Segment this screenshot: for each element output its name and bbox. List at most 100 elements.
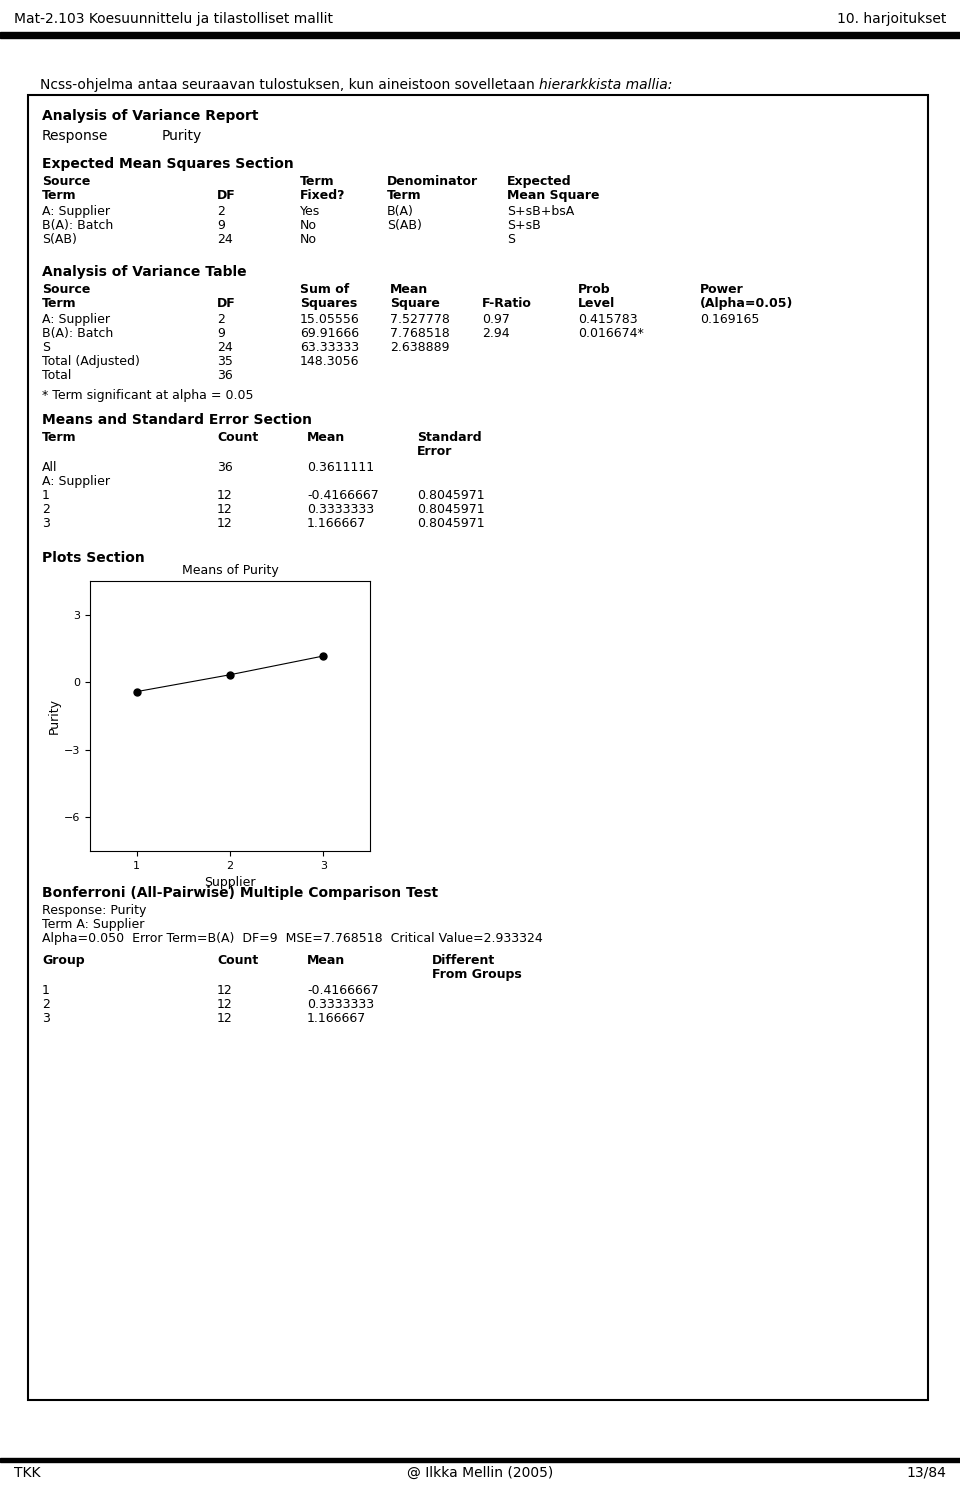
Text: Expected: Expected (507, 174, 571, 188)
Text: 0.8045971: 0.8045971 (417, 502, 485, 516)
Text: hierarkkista mallia:: hierarkkista mallia: (540, 78, 673, 92)
Text: 1.166667: 1.166667 (307, 517, 367, 529)
Text: 13/84: 13/84 (906, 1466, 946, 1480)
Text: 9: 9 (217, 326, 225, 340)
Y-axis label: Purity: Purity (48, 698, 61, 734)
Text: 12: 12 (217, 502, 232, 516)
Text: 12: 12 (217, 517, 232, 529)
Text: 0.016674*: 0.016674* (578, 326, 644, 340)
Text: 12: 12 (217, 984, 232, 997)
Text: Response: Response (42, 129, 108, 143)
Text: (Alpha=0.05): (Alpha=0.05) (700, 296, 793, 310)
X-axis label: Supplier: Supplier (204, 877, 255, 889)
Text: B(A): B(A) (387, 205, 414, 218)
Text: S(AB): S(AB) (42, 233, 77, 247)
Text: Count: Count (217, 954, 258, 967)
Text: Fixed?: Fixed? (300, 190, 346, 202)
Text: B(A): Batch: B(A): Batch (42, 326, 113, 340)
Text: 0.8045971: 0.8045971 (417, 489, 485, 502)
Text: S: S (42, 341, 50, 353)
Text: Analysis of Variance Report: Analysis of Variance Report (42, 108, 258, 123)
Text: F-Ratio: F-Ratio (482, 296, 532, 310)
Bar (0, 32, 960, 38)
Text: S+sB+bsA: S+sB+bsA (507, 205, 574, 218)
Text: Mean Square: Mean Square (507, 190, 599, 202)
Text: Purity: Purity (162, 129, 203, 143)
Text: No: No (300, 233, 317, 247)
Text: 148.3056: 148.3056 (300, 355, 359, 368)
Text: Bonferroni (All-Pairwise) Multiple Comparison Test: Bonferroni (All-Pairwise) Multiple Compa… (42, 886, 438, 899)
Text: Sum of: Sum of (300, 283, 349, 296)
Text: -0.4166667: -0.4166667 (307, 489, 379, 502)
Text: 2: 2 (217, 313, 225, 326)
Text: Term: Term (42, 432, 77, 444)
Text: Term A: Supplier: Term A: Supplier (42, 917, 144, 931)
Text: Term: Term (42, 296, 77, 310)
Text: Squares: Squares (300, 296, 357, 310)
Text: Term: Term (300, 174, 335, 188)
Bar (28, 95, 928, 1400)
Text: Source: Source (42, 174, 90, 188)
Text: Denominator: Denominator (387, 174, 478, 188)
Text: @ Ilkka Mellin (2005): @ Ilkka Mellin (2005) (407, 1466, 553, 1480)
Text: 35: 35 (217, 355, 233, 368)
Text: 69.91666: 69.91666 (300, 326, 359, 340)
Text: 2: 2 (217, 205, 225, 218)
Text: Response: Purity: Response: Purity (42, 904, 146, 917)
Text: 63.33333: 63.33333 (300, 341, 359, 353)
Text: Term: Term (387, 190, 421, 202)
Bar (0, 1457, 960, 1462)
Text: DF: DF (217, 190, 236, 202)
Text: 9: 9 (217, 220, 225, 232)
Text: Ncss-ohjelma antaa seuraavan tulostuksen, kun aineistoon sovelletaan: Ncss-ohjelma antaa seuraavan tulostuksen… (40, 78, 540, 92)
Text: No: No (300, 220, 317, 232)
Text: Means and Standard Error Section: Means and Standard Error Section (42, 414, 312, 427)
Text: Mat-2.103 Koesuunnittelu ja tilastolliset mallit: Mat-2.103 Koesuunnittelu ja tilastollise… (14, 12, 333, 26)
Text: Term: Term (42, 190, 77, 202)
Text: A: Supplier: A: Supplier (42, 205, 110, 218)
Text: Analysis of Variance Table: Analysis of Variance Table (42, 265, 247, 280)
Text: 36: 36 (217, 368, 232, 382)
Text: From Groups: From Groups (432, 969, 521, 981)
Text: S: S (507, 233, 515, 247)
Text: -0.4166667: -0.4166667 (307, 984, 379, 997)
Text: TKK: TKK (14, 1466, 40, 1480)
Text: 1.166667: 1.166667 (307, 1012, 367, 1026)
Text: S(AB): S(AB) (387, 220, 421, 232)
Text: Mean: Mean (307, 432, 346, 444)
Text: 0.3611111: 0.3611111 (307, 462, 374, 474)
Text: 3: 3 (42, 1012, 50, 1026)
Text: Group: Group (42, 954, 84, 967)
Text: Mean: Mean (307, 954, 346, 967)
Text: Plots Section: Plots Section (42, 550, 145, 566)
Text: Error: Error (417, 445, 452, 459)
Text: 12: 12 (217, 1012, 232, 1026)
Text: Level: Level (578, 296, 615, 310)
Text: Square: Square (390, 296, 440, 310)
Text: Count: Count (217, 432, 258, 444)
Text: A: Supplier: A: Supplier (42, 475, 110, 487)
Text: 0.3333333: 0.3333333 (307, 502, 374, 516)
Title: Means of Purity: Means of Purity (181, 564, 278, 578)
Text: All: All (42, 462, 58, 474)
Text: Source: Source (42, 283, 90, 296)
Text: 0.3333333: 0.3333333 (307, 999, 374, 1011)
Text: 12: 12 (217, 999, 232, 1011)
Text: 3: 3 (42, 517, 50, 529)
Text: Mean: Mean (390, 283, 428, 296)
Text: Different: Different (432, 954, 495, 967)
Text: 0.169165: 0.169165 (700, 313, 759, 326)
Text: 0.8045971: 0.8045971 (417, 517, 485, 529)
Text: Standard: Standard (417, 432, 482, 444)
Text: 7.768518: 7.768518 (390, 326, 449, 340)
Text: 7.527778: 7.527778 (390, 313, 450, 326)
Text: Expected Mean Squares Section: Expected Mean Squares Section (42, 156, 294, 171)
Text: B(A): Batch: B(A): Batch (42, 220, 113, 232)
Text: 2: 2 (42, 999, 50, 1011)
Text: Power: Power (700, 283, 744, 296)
Text: 12: 12 (217, 489, 232, 502)
Text: 24: 24 (217, 233, 232, 247)
Text: Total: Total (42, 368, 71, 382)
Text: * Term significant at alpha = 0.05: * Term significant at alpha = 0.05 (42, 390, 253, 402)
Text: 1: 1 (42, 984, 50, 997)
